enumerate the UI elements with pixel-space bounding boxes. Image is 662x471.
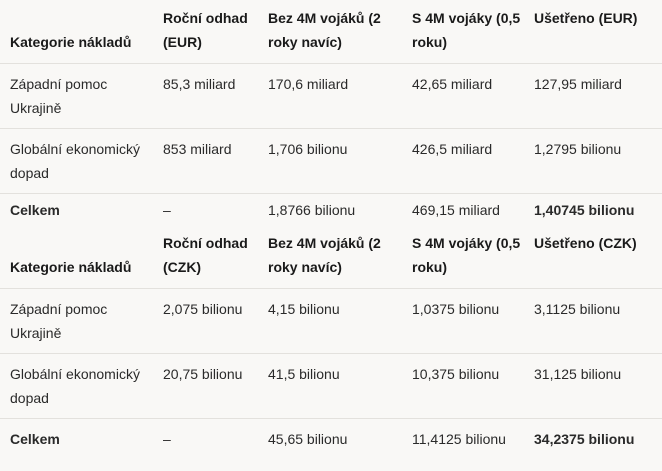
cell-annual-estimate: 20,75 bilionu — [153, 353, 258, 419]
cell-with-soldiers: 11,4125 bilionu — [412, 431, 506, 447]
column-header-annual-estimate: Roční odhad (EUR) — [153, 5, 258, 64]
cell-annual-estimate: – — [163, 202, 171, 218]
cell-saved: 1,2795 bilionu — [524, 128, 662, 194]
cell-category: Globální ekonomický dopad — [0, 128, 153, 194]
cell-annual-estimate: – — [163, 431, 171, 447]
column-header-category: Kategorie nákladů — [0, 231, 153, 289]
column-header-with-soldiers: S 4M vojáky (0,5 roku) — [402, 231, 524, 289]
cell-category: Globální ekonomický dopad — [0, 353, 153, 419]
cell-saved: 31,125 bilionu — [524, 353, 662, 419]
cell-category: Západní pomoc Ukrajině — [0, 288, 153, 354]
table-row: Západní pomoc Ukrajině 85,3 miliard 170,… — [0, 63, 662, 129]
cell-with-soldiers: 10,375 bilionu — [402, 353, 524, 419]
table-total-row: Celkem – 1,8766 bilionu 469,15 miliard 1… — [0, 194, 662, 223]
column-header-without-soldiers: Bez 4M vojáků (2 roky navíc) — [258, 5, 402, 64]
column-header-saved: Ušetřeno (CZK) — [524, 231, 662, 289]
cell-with-soldiers: 1,0375 bilionu — [402, 288, 524, 354]
cost-table-czk: Kategorie nákladů Roční odhad (CZK) Bez … — [0, 231, 662, 451]
column-header-without-soldiers: Bez 4M vojáků (2 roky navíc) — [258, 231, 402, 289]
cell-total-label: Celkem — [10, 202, 60, 218]
column-header-saved: Ušetřeno (EUR) — [524, 5, 662, 64]
table-row: Globální ekonomický dopad 20,75 bilionu … — [0, 353, 662, 419]
cell-saved: 3,1125 bilionu — [524, 288, 662, 354]
cost-table-eur: Kategorie nákladů Roční odhad (EUR) Bez … — [0, 5, 662, 222]
cell-annual-estimate: 85,3 miliard — [153, 63, 258, 129]
cell-with-soldiers: 42,65 miliard — [402, 63, 524, 129]
table-header-row: Kategorie nákladů Roční odhad (CZK) Bez … — [0, 231, 662, 289]
cell-saved-total: 34,2375 bilionu — [534, 431, 635, 447]
cell-with-soldiers: 469,15 miliard — [412, 202, 500, 218]
cell-total-label: Celkem — [10, 431, 60, 447]
column-header-category: Kategorie nákladů — [0, 5, 153, 64]
table-total-row: Celkem – 45,65 bilionu 11,4125 bilionu 3… — [0, 419, 662, 452]
cell-without-soldiers: 41,5 bilionu — [258, 353, 402, 419]
column-header-with-soldiers: S 4M vojáky (0,5 roku) — [402, 5, 524, 64]
cell-without-soldiers: 4,15 bilionu — [258, 288, 402, 354]
cell-with-soldiers: 426,5 miliard — [402, 128, 524, 194]
table-row: Globální ekonomický dopad 853 miliard 1,… — [0, 128, 662, 194]
table-row: Západní pomoc Ukrajině 2,075 bilionu 4,1… — [0, 288, 662, 354]
cell-saved-total: 1,40745 bilionu — [534, 202, 635, 218]
cell-category: Západní pomoc Ukrajině — [0, 63, 153, 129]
cell-without-soldiers: 45,65 bilionu — [268, 431, 348, 447]
cell-annual-estimate: 853 miliard — [153, 128, 258, 194]
cell-annual-estimate: 2,075 bilionu — [153, 288, 258, 354]
cell-without-soldiers: 1,8766 bilionu — [268, 202, 356, 218]
cell-without-soldiers: 170,6 miliard — [258, 63, 402, 129]
cell-saved: 127,95 miliard — [524, 63, 662, 129]
table-header-row: Kategorie nákladů Roční odhad (EUR) Bez … — [0, 5, 662, 64]
column-header-annual-estimate: Roční odhad (CZK) — [153, 231, 258, 289]
cell-without-soldiers: 1,706 bilionu — [258, 128, 402, 194]
